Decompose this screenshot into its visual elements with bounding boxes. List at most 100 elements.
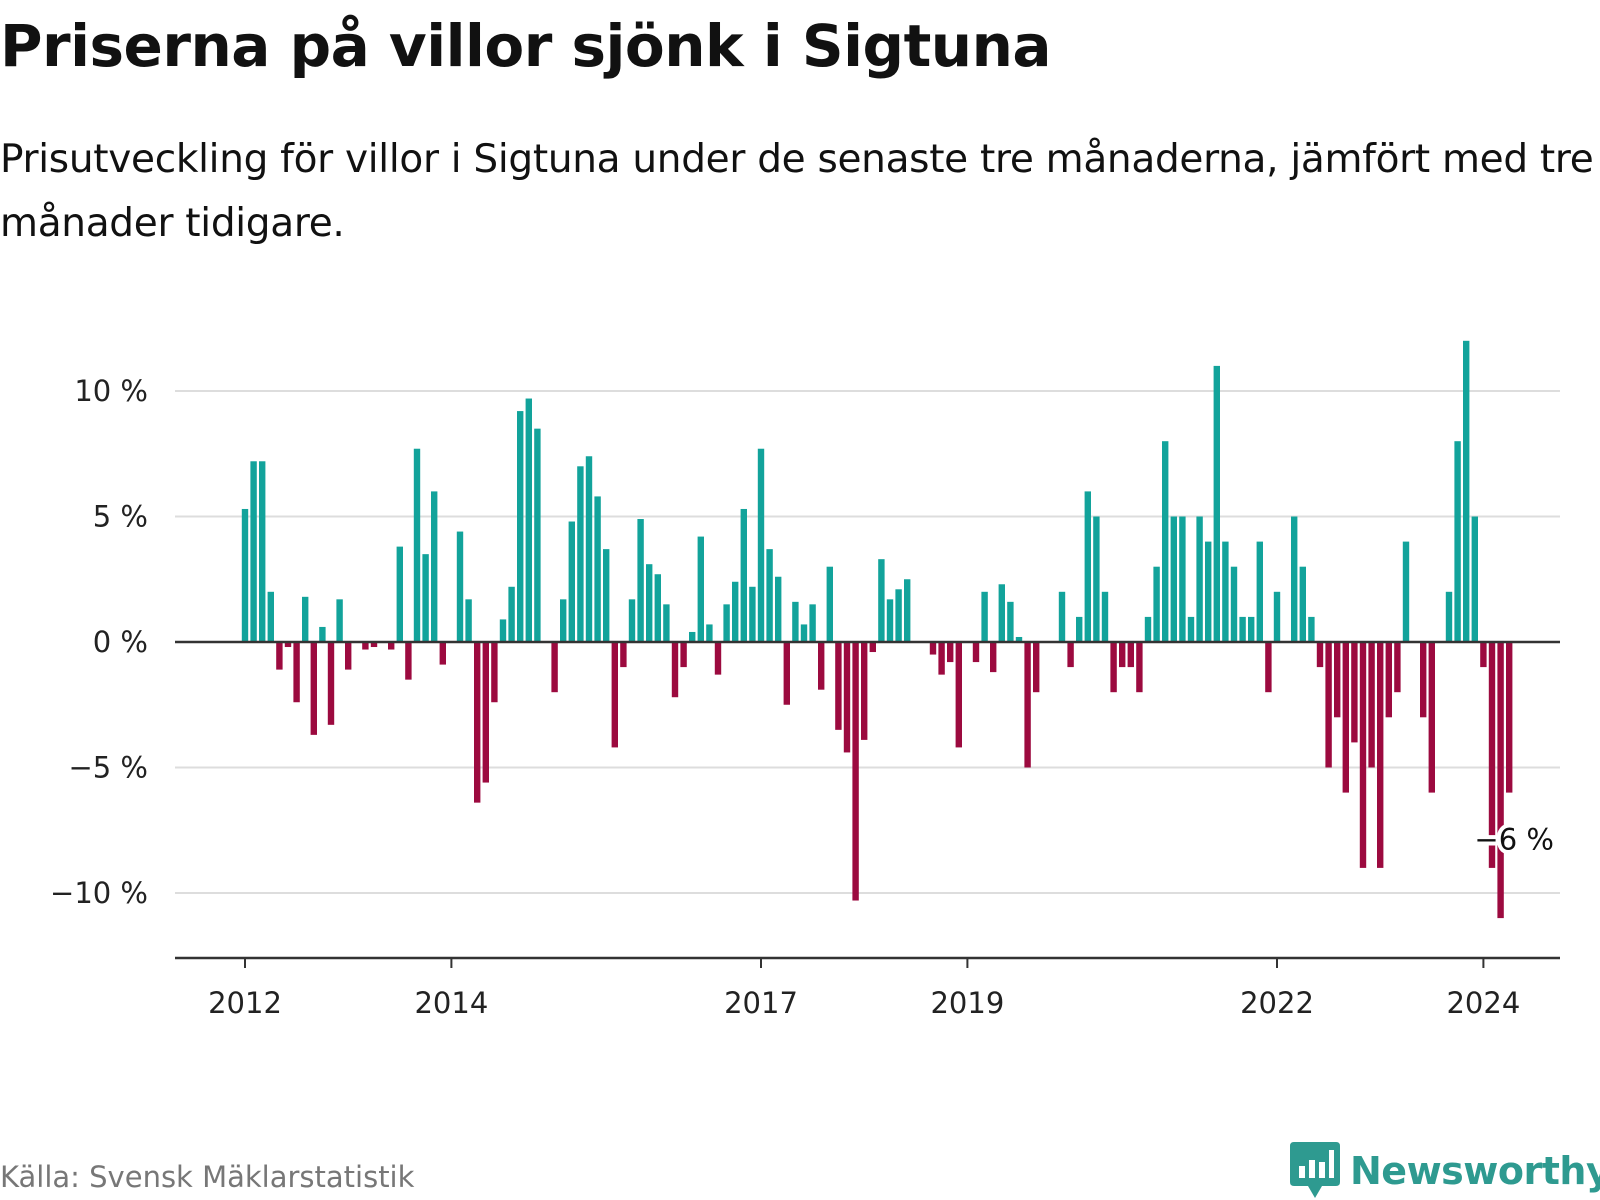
bar-positive bbox=[1454, 441, 1461, 642]
bar-negative bbox=[1067, 642, 1074, 668]
bar-positive bbox=[1230, 566, 1238, 642]
bar-negative bbox=[1325, 642, 1332, 768]
bar-positive bbox=[878, 559, 885, 642]
bar-negative bbox=[869, 642, 876, 653]
bar-positive bbox=[697, 536, 704, 642]
bar-positive bbox=[740, 508, 747, 642]
bar-negative bbox=[861, 642, 868, 740]
bar-positive bbox=[517, 411, 524, 642]
bar-positive bbox=[525, 398, 532, 642]
bar-positive bbox=[1076, 616, 1083, 642]
bar-positive bbox=[1153, 566, 1160, 642]
bar-positive bbox=[336, 599, 343, 642]
bar-negative bbox=[835, 642, 842, 730]
bar-positive bbox=[431, 491, 438, 642]
bar-positive bbox=[766, 549, 773, 642]
newsworthy-logo-icon bbox=[1290, 1142, 1340, 1198]
bar-positive bbox=[1291, 516, 1298, 642]
bar-positive bbox=[534, 428, 541, 642]
bar-negative bbox=[1394, 642, 1401, 693]
bar-positive bbox=[1162, 441, 1169, 642]
bar-negative bbox=[1506, 642, 1513, 793]
bar-positive bbox=[775, 576, 782, 642]
annotation: −6 % bbox=[1470, 819, 1558, 861]
bar-positive bbox=[628, 599, 636, 642]
bar-positive bbox=[732, 581, 739, 642]
bar-negative bbox=[1385, 642, 1392, 718]
bar-negative bbox=[327, 642, 335, 725]
bar-positive bbox=[886, 599, 894, 642]
bar-negative bbox=[284, 642, 292, 648]
bar-negative bbox=[345, 642, 352, 670]
bar-positive bbox=[723, 604, 730, 642]
bar-negative bbox=[671, 642, 679, 698]
bar-negative bbox=[362, 642, 369, 650]
bar-negative bbox=[491, 642, 498, 703]
bar-positive bbox=[689, 631, 696, 642]
bar-chart: 10 % 5 % 0 % −5 % −10 % 2012 2014 2017 2019 2022… bbox=[50, 340, 1560, 1020]
bar-positive bbox=[250, 461, 257, 642]
bar-negative bbox=[818, 642, 825, 690]
bar-positive bbox=[499, 619, 507, 642]
bar-positive bbox=[1093, 516, 1100, 642]
bar-negative bbox=[1033, 642, 1040, 693]
bar-positive bbox=[654, 574, 661, 642]
bar-negative bbox=[1428, 642, 1435, 793]
bar-positive bbox=[560, 599, 567, 642]
bar-negative bbox=[783, 642, 790, 705]
source-note: Källa: Svensk Mäklarstatistik bbox=[0, 1160, 415, 1194]
y-tick-label: −10 % bbox=[50, 876, 148, 910]
bar-positive bbox=[568, 521, 575, 642]
bar-negative bbox=[1480, 642, 1487, 668]
bar-positive bbox=[1007, 601, 1014, 642]
brand-logo[interactable]: Newsworthy bbox=[1290, 1142, 1600, 1200]
bar-positive bbox=[1445, 591, 1453, 642]
bar-negative bbox=[1110, 642, 1117, 693]
bar-positive bbox=[1187, 616, 1195, 642]
bar-negative bbox=[1334, 642, 1341, 718]
bar-positive bbox=[319, 626, 326, 642]
bar-negative bbox=[1342, 642, 1349, 793]
x-tick-label: 2024 bbox=[1446, 986, 1520, 1020]
y-tick-label: 5 % bbox=[93, 500, 148, 534]
bar-negative bbox=[852, 642, 859, 901]
bar-positive bbox=[749, 586, 756, 642]
bar-positive bbox=[241, 508, 249, 642]
bar-positive bbox=[508, 586, 515, 642]
gridlines bbox=[175, 390, 1560, 894]
last-value-label: −6 % bbox=[1474, 823, 1554, 857]
bar-positive bbox=[1248, 616, 1255, 642]
bar-positive bbox=[577, 466, 584, 642]
bar-negative bbox=[1368, 642, 1375, 768]
bar-negative bbox=[1377, 642, 1384, 868]
bar-positive bbox=[1205, 541, 1212, 642]
chart-title: Priserna på villor sjönk i Sigtuna bbox=[0, 12, 1052, 80]
bar-positive bbox=[1170, 516, 1177, 642]
x-tick-label: 2012 bbox=[208, 986, 282, 1020]
bar-positive bbox=[1402, 541, 1410, 642]
bar-positive bbox=[792, 601, 799, 642]
bar-positive bbox=[895, 589, 902, 642]
brand-name: Newsworthy bbox=[1350, 1149, 1600, 1193]
bar-positive bbox=[637, 519, 644, 642]
bar-negative bbox=[1497, 642, 1504, 919]
bar-positive bbox=[1084, 491, 1091, 642]
bar-positive bbox=[904, 579, 911, 642]
bar-positive bbox=[422, 554, 429, 642]
bar-positive bbox=[396, 546, 403, 642]
bar-positive bbox=[1463, 340, 1470, 642]
bar-positive bbox=[259, 461, 266, 642]
bar-negative bbox=[1316, 642, 1324, 668]
bar-positive bbox=[1273, 591, 1281, 642]
bar-negative bbox=[929, 642, 937, 655]
bar-positive bbox=[981, 591, 988, 642]
bar-positive bbox=[1101, 591, 1109, 642]
bar-positive bbox=[826, 566, 833, 642]
bar-positive bbox=[465, 599, 472, 642]
bar-negative bbox=[955, 642, 962, 748]
bar-positive bbox=[1213, 365, 1220, 642]
bar-negative bbox=[388, 642, 395, 650]
bar-positive bbox=[809, 604, 816, 642]
bar-negative bbox=[843, 642, 851, 753]
bar-negative bbox=[972, 642, 980, 663]
